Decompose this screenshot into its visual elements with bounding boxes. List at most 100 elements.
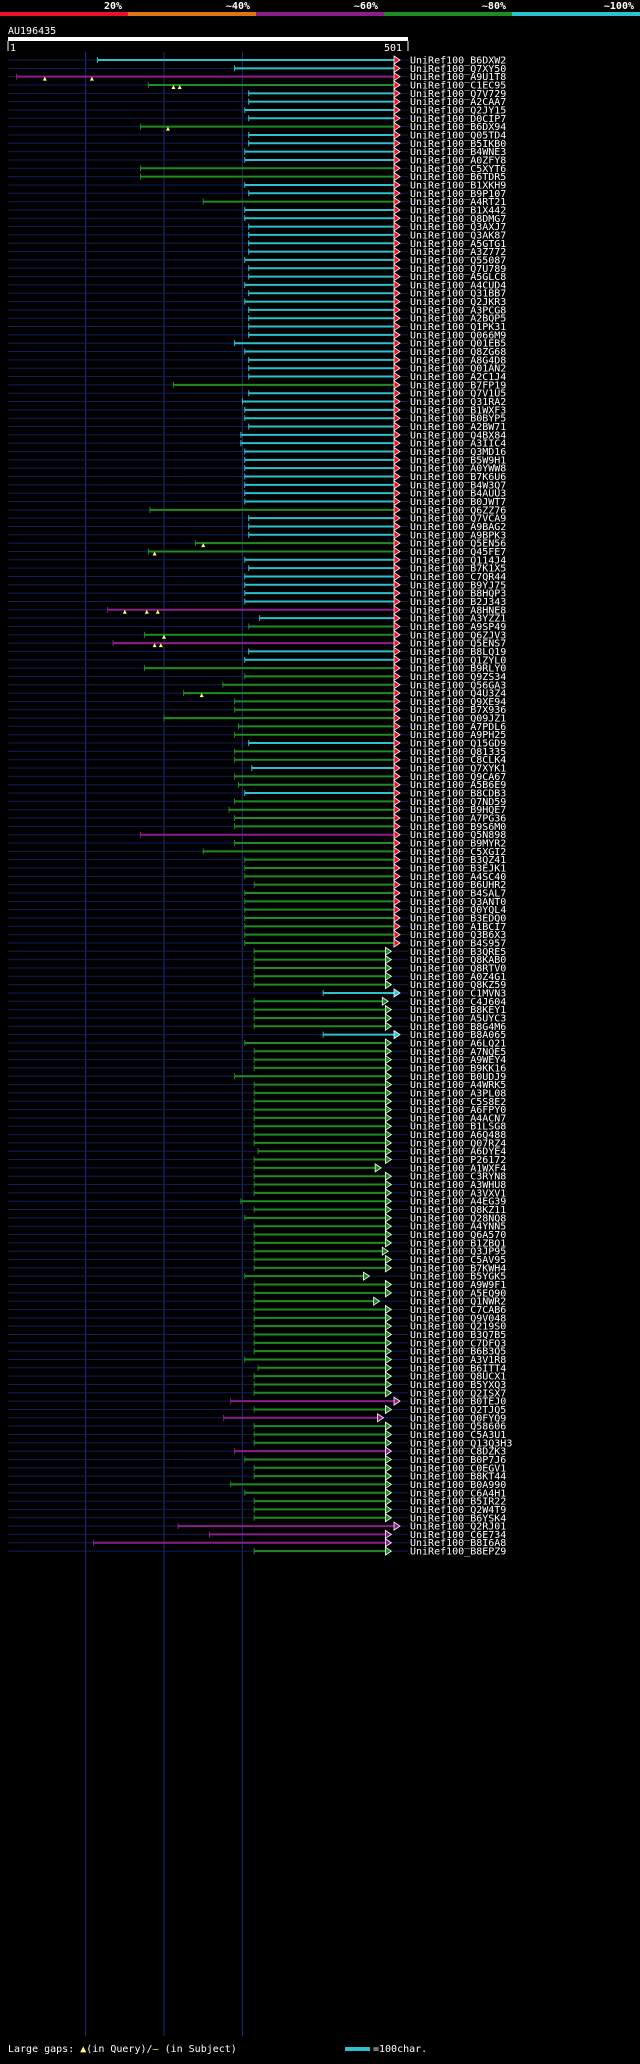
hit-row[interactable]: UniRef100_Q2W4T9 xyxy=(253,1504,506,1516)
hit-row[interactable]: UniRef100_A5UYC3 xyxy=(253,1013,506,1024)
hit-label[interactable]: UniRef100_B8KEY1 xyxy=(410,1005,506,1016)
hit-row[interactable]: UniRef100_B6TDR5 xyxy=(139,171,506,183)
hit-row[interactable]: UniRef100_Q56GA3 xyxy=(222,680,507,691)
hit-row[interactable]: UniRef100_Q5N898 xyxy=(139,829,506,841)
hit-row[interactable]: UniRef100_A3VXV1 xyxy=(253,1188,506,1199)
hit-row[interactable]: UniRef100_A4WRK5 xyxy=(253,1079,506,1091)
hit-row[interactable]: UniRef100_A3WHU8 xyxy=(253,1179,506,1191)
hit-row[interactable]: UniRef100_B8I6A8 xyxy=(92,1537,506,1549)
hit-label[interactable]: UniRef100_A7PDL6 xyxy=(410,722,506,733)
hit-row[interactable]: UniRef100_C5XGI2 xyxy=(202,846,506,858)
hit-row[interactable]: UniRef100_Q8KAB0 xyxy=(253,954,506,966)
hit-label[interactable]: UniRef100_Q81335 xyxy=(410,747,506,758)
hit-label[interactable]: UniRef100_B5IKB0 xyxy=(410,139,506,150)
hit-label[interactable]: UniRef100_A9WEY4 xyxy=(410,1055,506,1066)
hit-row[interactable]: UniRef100_A0ZFY8 xyxy=(244,155,507,166)
hit-label[interactable]: UniRef100_A4WRK5 xyxy=(410,1080,506,1091)
hit-label[interactable]: UniRef100_Q8KZ11 xyxy=(410,1205,506,1216)
hit-label[interactable]: UniRef100_Q066M9 xyxy=(410,330,506,341)
hit-label[interactable]: UniRef100_B4S957 xyxy=(410,938,506,949)
hit-row[interactable]: UniRef100_B0JWT7 xyxy=(244,496,507,508)
hit-row[interactable]: UniRef100_B8KT44 xyxy=(253,1471,506,1483)
hit-row[interactable]: UniRef100_A9WEY4 xyxy=(253,1054,506,1066)
hit-label[interactable]: UniRef100_A5UYC3 xyxy=(410,1013,506,1024)
hit-label[interactable]: UniRef100_Q7U789 xyxy=(410,264,506,275)
hit-row[interactable]: UniRef100_A1BCI7 xyxy=(244,921,507,933)
hit-label[interactable]: UniRef100_A2BQP5 xyxy=(410,314,506,325)
hit-row[interactable]: UniRef100_Q2TJQ5 xyxy=(253,1404,506,1416)
hit-label[interactable]: UniRef100_C5XGI2 xyxy=(410,847,506,858)
hit-label[interactable]: UniRef100_Q9V048 xyxy=(410,1313,506,1324)
hit-row[interactable]: UniRef100_A4EG39 xyxy=(240,1196,506,1208)
hit-label[interactable]: UniRef100_B0BYP5 xyxy=(410,414,506,425)
hit-label[interactable]: UniRef100_A3Z772 xyxy=(410,247,506,258)
hit-label[interactable]: UniRef100_Q5N898 xyxy=(410,830,506,841)
hit-row[interactable]: UniRef100_Q58606 xyxy=(253,1421,506,1433)
hit-row[interactable]: UniRef100_Q8DMG7 xyxy=(244,213,507,225)
hit-row[interactable]: UniRef100_B0BYP5 xyxy=(244,413,507,425)
hit-row[interactable]: UniRef100_Q6ZJV3 xyxy=(143,630,506,641)
hit-label[interactable]: UniRef100_C4J604 xyxy=(410,997,506,1008)
hit-label[interactable]: UniRef100_B6UHR2 xyxy=(410,880,506,891)
hit-row[interactable]: UniRef100_B8HQP3 xyxy=(244,588,507,600)
hit-row[interactable]: UniRef100_Q31BB7 xyxy=(248,288,507,300)
hit-label[interactable]: UniRef100_A2BW71 xyxy=(410,422,506,433)
hit-label[interactable]: UniRef100_P26172 xyxy=(410,1155,506,1166)
hit-row[interactable]: UniRef100_C5AV95 xyxy=(253,1254,506,1266)
hit-label[interactable]: UniRef100_B3EJK1 xyxy=(410,864,506,875)
hit-row[interactable]: UniRef100_A9SP49 xyxy=(248,621,507,633)
hit-label[interactable]: UniRef100_Q05TD4 xyxy=(410,130,506,141)
hit-row[interactable]: UniRef100_Q6A570 xyxy=(253,1229,506,1241)
hit-row[interactable]: UniRef100_C3RYN8 xyxy=(253,1171,506,1183)
hit-label[interactable]: UniRef100_B9KK16 xyxy=(410,1063,506,1074)
hit-row[interactable]: UniRef100_B6YSK4 xyxy=(253,1513,506,1524)
hit-label[interactable]: UniRef100_C0EGV1 xyxy=(410,1463,506,1474)
hit-label[interactable]: UniRef100_Q4U3Z4 xyxy=(410,689,506,700)
hit-label[interactable]: UniRef100_Q58606 xyxy=(410,1422,506,1433)
hit-row[interactable]: UniRef100_B3EDQ0 xyxy=(244,913,507,924)
hit-row[interactable]: UniRef100_B8A065 xyxy=(322,1029,506,1041)
hit-row[interactable]: UniRef100_A2BW71 xyxy=(248,421,507,433)
hit-label[interactable]: UniRef100_A4YNN5 xyxy=(410,1222,506,1233)
hit-row[interactable]: UniRef100_A5GTG1 xyxy=(248,238,507,250)
hit-row[interactable]: UniRef100_Q8UCX1 xyxy=(253,1371,506,1383)
hit-row[interactable]: UniRef100_B6DX94 xyxy=(139,121,506,133)
hit-row[interactable]: UniRef100_B7K6U6 xyxy=(244,471,507,483)
hit-label[interactable]: UniRef100_B1XKH9 xyxy=(410,180,506,191)
hit-row[interactable]: UniRef100_C6E734 xyxy=(208,1529,506,1541)
hit-row[interactable]: UniRef100_A1WXF4 xyxy=(253,1163,506,1174)
hit-label[interactable]: UniRef100_B7K6U6 xyxy=(410,472,506,483)
hit-row[interactable]: UniRef100_A5GLC8 xyxy=(248,271,507,283)
hit-row[interactable]: UniRef100_Q9ZS34 xyxy=(244,671,507,683)
hit-label[interactable]: UniRef100_B0TEJ0 xyxy=(410,1397,506,1408)
hit-row[interactable]: UniRef100_A0YWW8 xyxy=(244,463,507,475)
hit-row[interactable]: UniRef100_B3QZ41 xyxy=(244,854,507,866)
hit-label[interactable]: UniRef100_Q7XYK1 xyxy=(410,764,506,775)
hit-row[interactable]: UniRef100_B6DXW2 xyxy=(96,55,506,67)
hit-row[interactable]: UniRef100_Q066M9 xyxy=(248,330,507,341)
hit-row[interactable]: UniRef100_Q7VCA9 xyxy=(248,513,507,525)
hit-row[interactable]: UniRef100_C0EGV1 xyxy=(253,1463,506,1474)
hit-row[interactable]: UniRef100_C1MVN3 xyxy=(322,988,506,999)
hit-row[interactable]: UniRef100_A5EQ90 xyxy=(253,1288,506,1299)
hit-label[interactable]: UniRef100_A6DYE4 xyxy=(410,1147,506,1158)
hit-label[interactable]: UniRef100_Q3AXJ7 xyxy=(410,222,506,233)
hit-label[interactable]: UniRef100_B3QZ41 xyxy=(410,855,506,866)
hit-row[interactable]: UniRef100_B9KK16 xyxy=(253,1063,506,1074)
hit-label[interactable]: UniRef100_C7CAB6 xyxy=(410,1305,506,1316)
hit-label[interactable]: UniRef100_A9U1T8 xyxy=(410,72,506,83)
hit-label[interactable]: UniRef100_B9S6M0 xyxy=(410,822,506,833)
hit-label[interactable]: UniRef100_B8EPZ9 xyxy=(410,1547,506,1558)
hit-row[interactable]: UniRef100_B3QRE5 xyxy=(253,946,506,958)
hit-row[interactable]: UniRef100_C4J604 xyxy=(253,996,506,1008)
hit-row[interactable]: UniRef100_Q07RZ4 xyxy=(253,1138,506,1149)
hit-label[interactable]: UniRef100_A3WHU8 xyxy=(410,1180,506,1191)
hit-label[interactable]: UniRef100_A3YZZ1 xyxy=(410,614,506,625)
hit-label[interactable]: UniRef100_Q07RZ4 xyxy=(410,1138,506,1149)
hit-label[interactable]: UniRef100_B5YXQ3 xyxy=(410,1380,506,1391)
hit-row[interactable]: UniRef100_Q2ISX7 xyxy=(253,1388,506,1399)
hit-row[interactable]: UniRef100_B5IR22 xyxy=(253,1496,506,1508)
hit-label[interactable]: UniRef100_A6LQ21 xyxy=(410,1038,506,1049)
hit-row[interactable]: UniRef100_B9MYR2 xyxy=(234,838,507,850)
hit-row[interactable]: UniRef100_B5W9H1 xyxy=(244,455,507,466)
